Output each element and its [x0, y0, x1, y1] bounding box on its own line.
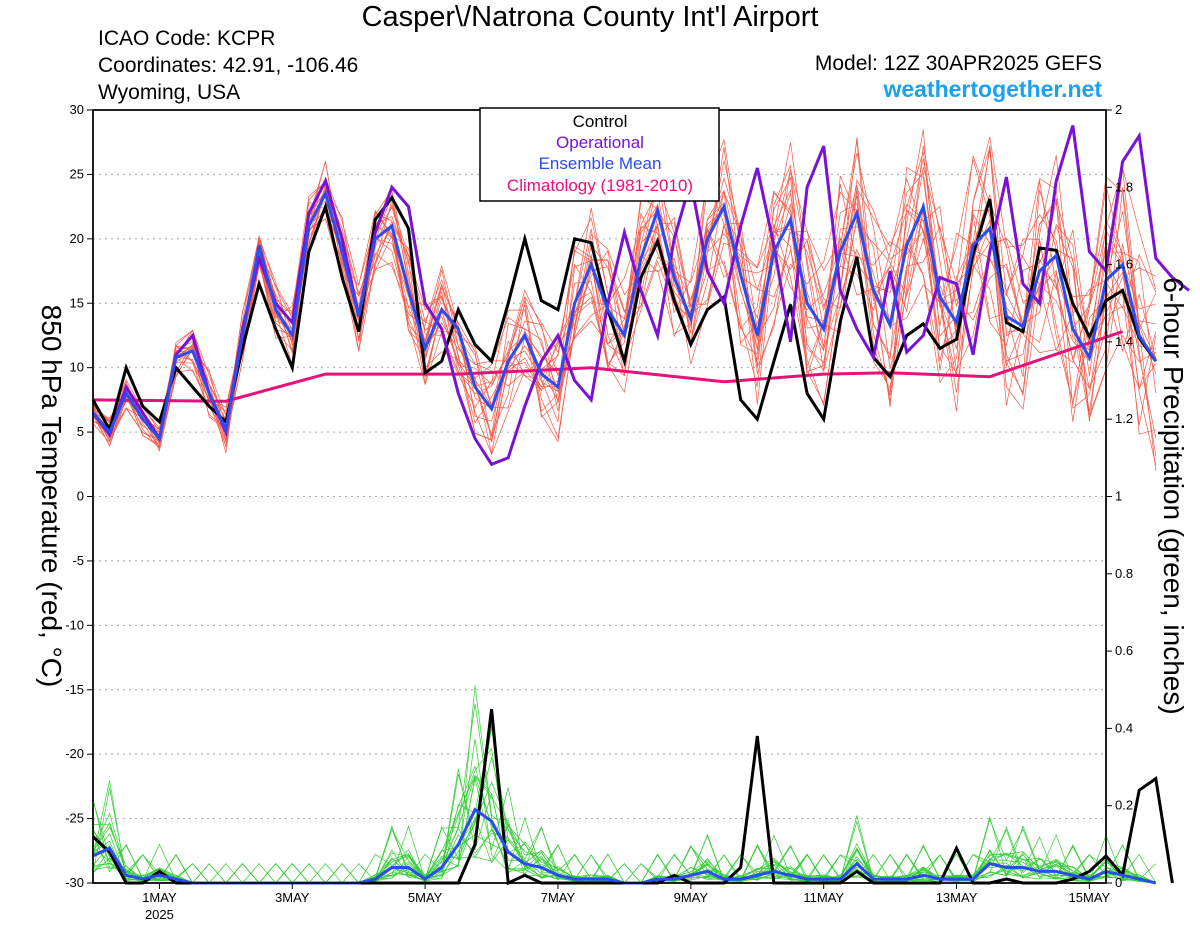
chart-title: Casper\/Natrona County Int'l Airport [361, 1, 819, 33]
y-tick-label: 20 [70, 231, 84, 246]
legend-box [479, 107, 720, 202]
model-run: Model: 12Z 30APR2025 GEFS [814, 52, 1102, 75]
operational-temp-line [91, 125, 1190, 467]
website-label: weathertogether.net [883, 76, 1102, 102]
x-tick-label: 13MAY [936, 890, 978, 905]
x-tick-label: 9MAY [674, 890, 709, 905]
legend-ensemble-mean: Ensemble Mean [539, 154, 662, 173]
y2-axis-title: 6-hour Precipitation (green, inches) [1158, 277, 1189, 714]
y2-tick-label: 1.6 [1115, 257, 1133, 272]
y-tick-label: -25 [65, 811, 84, 826]
x-tick-label: 1MAY [142, 890, 177, 905]
y2-tick-label: 1.2 [1115, 411, 1133, 426]
ensemble-member-precip [92, 775, 1156, 884]
y2-tick-label: 1.4 [1115, 334, 1133, 349]
icao-code: ICAO Code: KCPR [98, 27, 276, 50]
y-tick-label: -5 [72, 553, 84, 568]
y-tick-label: -30 [65, 875, 84, 890]
x-tick-label: 11MAY [803, 890, 844, 905]
y2-tick-label: 2 [1115, 102, 1122, 117]
y2-tick-label: 0.4 [1115, 720, 1133, 735]
y2-tick-label: 1 [1115, 489, 1122, 504]
y-tick-label: -20 [65, 746, 84, 761]
y2-tick-label: 1.8 [1115, 179, 1133, 194]
y-tick-label: -15 [65, 682, 84, 697]
x-tick-label: 3MAY [275, 890, 310, 905]
ensemble-mean-temp-line [91, 189, 1158, 442]
legend-climatology: Climatology (1981-2010) [507, 176, 693, 195]
grid [93, 173, 1106, 820]
y-axis-title: 850 hPa Temperature (red, °C) [36, 305, 67, 688]
y2-tick-label: 0.8 [1115, 566, 1133, 581]
ensemble-member-temp [92, 155, 1156, 447]
climatology-line [92, 330, 1124, 403]
legend: Control Operational Ensemble Mean Climat… [479, 107, 720, 202]
y-tick-label: 5 [77, 424, 84, 439]
coordinates: Coordinates: 42.91, -106.46 [98, 54, 359, 77]
y-tick-label: 25 [70, 166, 84, 181]
axis-ticks: 302520151050-5-10-15-20-25-3021.81.61.41… [65, 102, 1133, 922]
y2-tick-label: 0.6 [1115, 643, 1133, 658]
y2-tick-label: 0 [1115, 875, 1122, 890]
x-tick-label: 5MAY [408, 890, 443, 905]
region: Wyoming, USA [98, 81, 241, 104]
x-tick-label: 15MAY [1069, 890, 1111, 905]
y-tick-label: -10 [65, 617, 84, 632]
ensemble-member-temp [92, 139, 1156, 448]
x-tick-label: 7MAY [541, 890, 576, 905]
y-tick-label: 15 [70, 295, 84, 310]
x-tick-sublabel: 2025 [145, 907, 174, 922]
y-tick-label: 30 [70, 102, 84, 117]
legend-control: Control [573, 112, 628, 131]
legend-operational: Operational [556, 133, 644, 152]
control-temp-line [91, 194, 1158, 434]
y2-tick-label: 0.2 [1115, 798, 1133, 813]
y-tick-label: 10 [70, 360, 84, 375]
y-tick-label: 0 [77, 489, 84, 504]
